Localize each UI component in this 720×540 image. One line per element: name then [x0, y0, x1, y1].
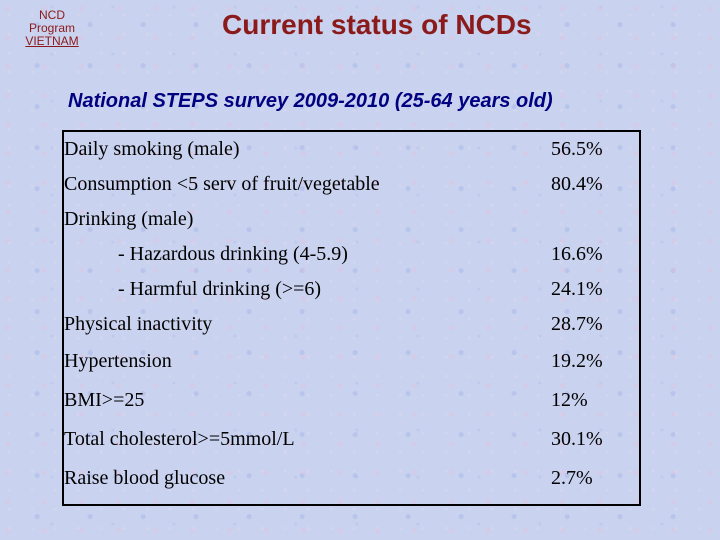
row-label: Total cholesterol>=5mmol/L [64, 428, 295, 450]
row-label: Physical inactivity [64, 313, 213, 335]
slide-title: Current status of NCDs [222, 9, 532, 40]
row-label: BMI>=25 [64, 389, 145, 411]
row-value: 19.2% [551, 350, 603, 372]
table-row: Daily smoking (male) 56.5% [63, 131, 640, 167]
program-logo: NCD Program VIETNAM [18, 9, 86, 48]
table-row: BMI>=25 12% [63, 381, 640, 420]
sub-row-label-harmful: - Harmful drinking (>=6) [118, 278, 322, 300]
row-label: Drinking (male) [64, 208, 194, 230]
table-row: Physical inactivity 28.7% [63, 307, 640, 342]
table-row: Raise blood glucose 2.7% [63, 459, 640, 505]
row-label: Raise blood glucose [64, 467, 226, 489]
row-label: Consumption <5 serv of fruit/vegetable [64, 173, 380, 195]
logo-line-ncd: NCD [39, 8, 65, 22]
row-value: 28.7% [551, 313, 603, 335]
table-row: Hypertension 19.2% [63, 342, 640, 381]
sub-row-value-harmful: 24.1% [551, 278, 603, 300]
ncd-statistics-table: Daily smoking (male) 56.5% Consumption <… [62, 130, 641, 506]
sub-row-label-hazardous: - Hazardous drinking (4-5.9) [118, 243, 348, 265]
drinking-value-cell: 16.6% 24.1% [551, 202, 640, 307]
row-value: 56.5% [551, 138, 603, 160]
table-row-drinking: Drinking (male) - Hazardous drinking (4-… [63, 202, 640, 307]
logo-line-vietnam: VIETNAM [25, 34, 79, 48]
drinking-label-cell: Drinking (male) - Hazardous drinking (4-… [63, 202, 551, 307]
row-value: 80.4% [551, 173, 603, 195]
sub-row-value-hazardous: 16.6% [551, 243, 603, 265]
row-value: 30.1% [551, 428, 603, 450]
table-row: Consumption <5 serv of fruit/vegetable 8… [63, 167, 640, 202]
row-value: 12% [551, 389, 588, 411]
row-value: 2.7% [551, 467, 593, 489]
row-label: Hypertension [64, 350, 172, 372]
table-row: Total cholesterol>=5mmol/L 30.1% [63, 420, 640, 459]
row-label: Daily smoking (male) [64, 138, 240, 160]
logo-line-program: Program [28, 21, 75, 35]
survey-subtitle: National STEPS survey 2009-2010 (25-64 y… [68, 90, 553, 112]
